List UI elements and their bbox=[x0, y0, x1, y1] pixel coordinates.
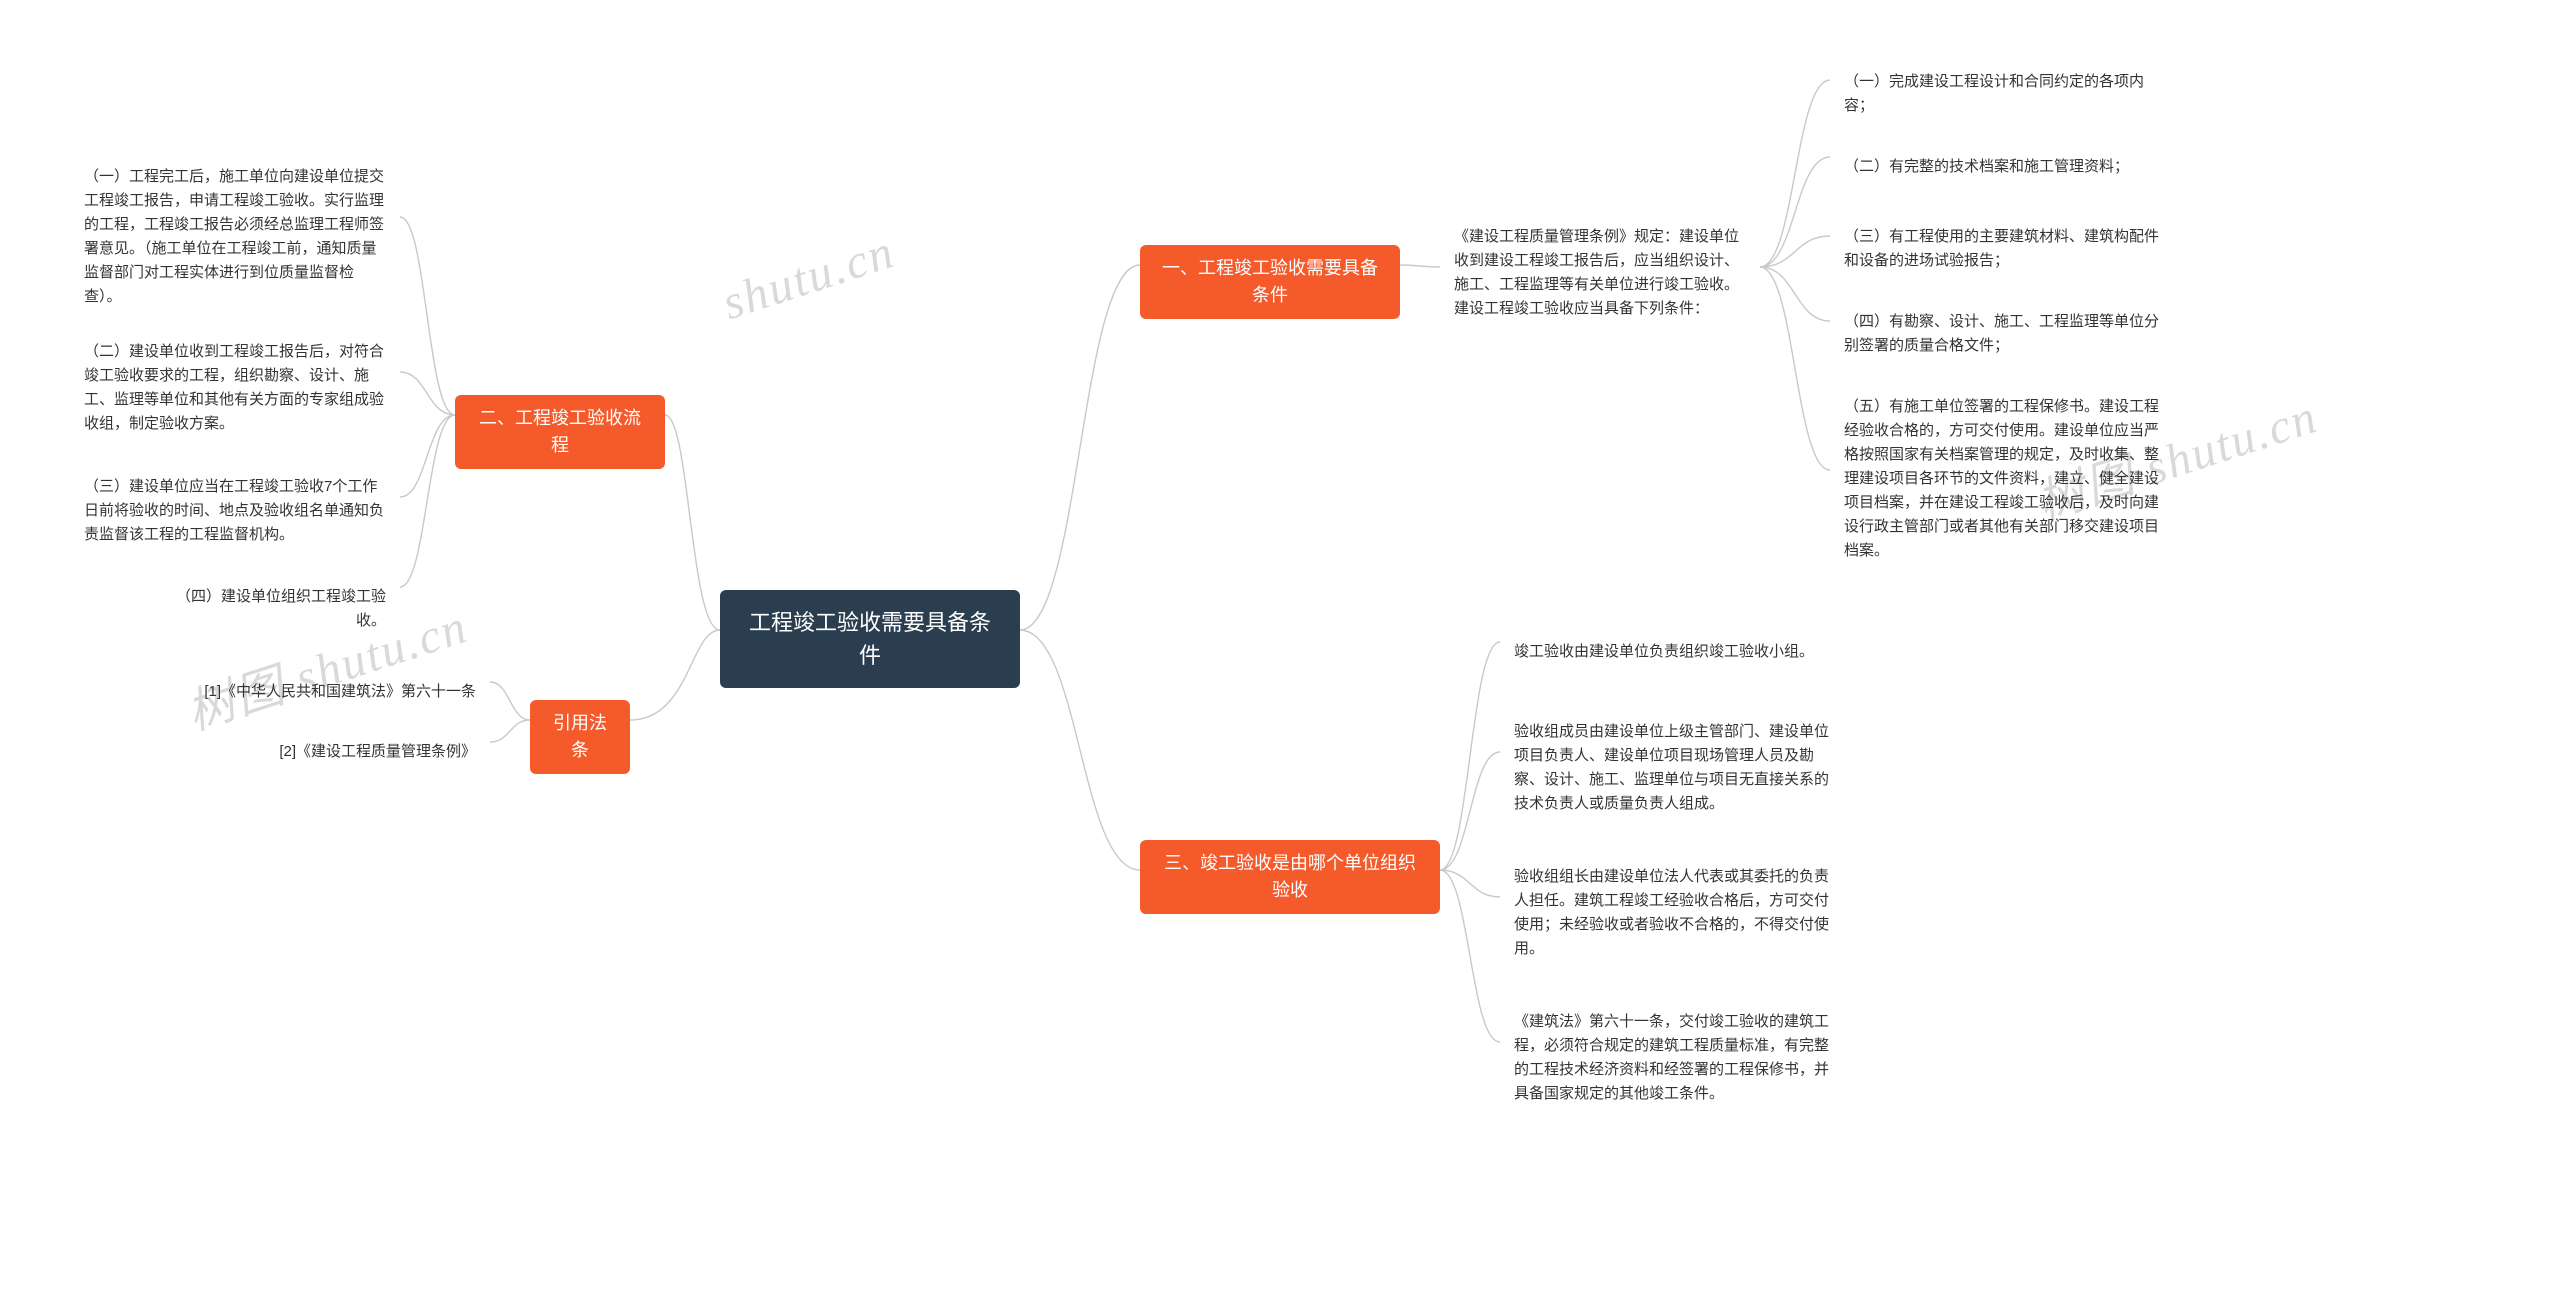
leaf-text: [1]《中华人民共和国建筑法》第六十一条 bbox=[180, 670, 490, 714]
leaf-text: （四）有勘察、设计、施工、工程监理等单位分别签署的质量合格文件； bbox=[1830, 300, 2175, 368]
leaf-text: （四）建设单位组织工程竣工验收。 bbox=[150, 575, 400, 643]
leaf-text: 验收组成员由建设单位上级主管部门、建设单位项目负责人、建设单位项目现场管理人员及… bbox=[1500, 710, 1845, 826]
leaf-text: [2]《建设工程质量管理条例》 bbox=[260, 730, 490, 774]
leaf-text: （二）建设单位收到工程竣工报告后，对符合竣工验收要求的工程，组织勘察、设计、施工… bbox=[70, 330, 400, 446]
leaf-text: 《建筑法》第六十一条，交付竣工验收的建筑工程，必须符合规定的建筑工程质量标准，有… bbox=[1500, 1000, 1845, 1116]
leaf-text: 验收组组长由建设单位法人代表或其委托的负责人担任。建筑工程竣工经验收合格后，方可… bbox=[1500, 855, 1845, 971]
branch-process: 二、工程竣工验收流程 bbox=[455, 395, 665, 469]
leaf-text: （二）有完整的技术档案和施工管理资料； bbox=[1830, 145, 2175, 189]
leaf-text: （三）有工程使用的主要建筑材料、建筑构配件和设备的进场试验报告； bbox=[1830, 215, 2175, 283]
leaf-text: 《建设工程质量管理条例》规定：建设单位收到建设工程竣工报告后，应当组织设计、施工… bbox=[1440, 215, 1760, 331]
watermark: shutu.cn bbox=[716, 224, 902, 331]
branch-conditions: 一、工程竣工验收需要具备条件 bbox=[1140, 245, 1400, 319]
branch-who-organizes: 三、竣工验收是由哪个单位组织验收 bbox=[1140, 840, 1440, 914]
leaf-text: （三）建设单位应当在工程竣工验收7个工作日前将验收的时间、地点及验收组名单通知负… bbox=[70, 465, 400, 557]
leaf-text: （一）工程完工后，施工单位向建设单位提交工程竣工报告，申请工程竣工验收。实行监理… bbox=[70, 155, 400, 319]
leaf-text: （五）有施工单位签署的工程保修书。建设工程经验收合格的，方可交付使用。建设单位应… bbox=[1830, 385, 2175, 573]
leaf-text: 竣工验收由建设单位负责组织竣工验收小组。 bbox=[1500, 630, 1845, 674]
branch-citations: 引用法条 bbox=[530, 700, 630, 774]
mindmap-root: 工程竣工验收需要具备条件 bbox=[720, 590, 1020, 688]
leaf-text: （一）完成建设工程设计和合同约定的各项内容； bbox=[1830, 60, 2175, 128]
